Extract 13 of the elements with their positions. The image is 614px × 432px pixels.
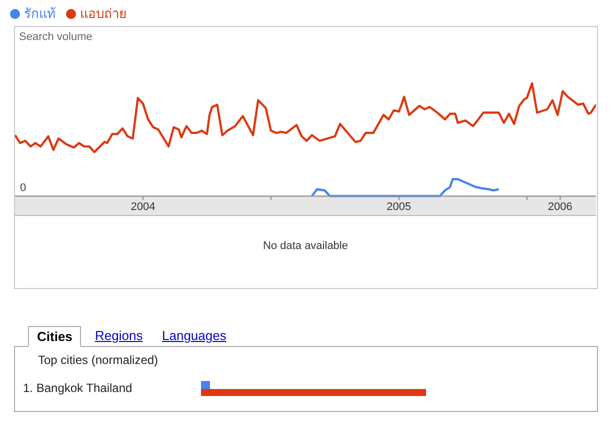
text: Top cities (normalized) — [38, 353, 158, 367]
text: Regions — [95, 326, 143, 345]
text: Languages — [162, 326, 226, 345]
legend-label: แอบถ่าย — [79, 5, 127, 23]
y-tick-label: 1. Bangkok Thailand — [23, 381, 132, 395]
x-tick-label: 2006 — [548, 200, 572, 213]
x-tick-label: 2004 — [130, 200, 156, 213]
x-tick-label: 2005 — [386, 200, 412, 213]
text: No data available — [262, 240, 349, 252]
text: Cities — [28, 326, 82, 347]
y-axis-title: Search volume — [19, 31, 92, 43]
annotation: 0 — [20, 182, 26, 194]
legend-label: รักแท้ — [23, 5, 56, 23]
